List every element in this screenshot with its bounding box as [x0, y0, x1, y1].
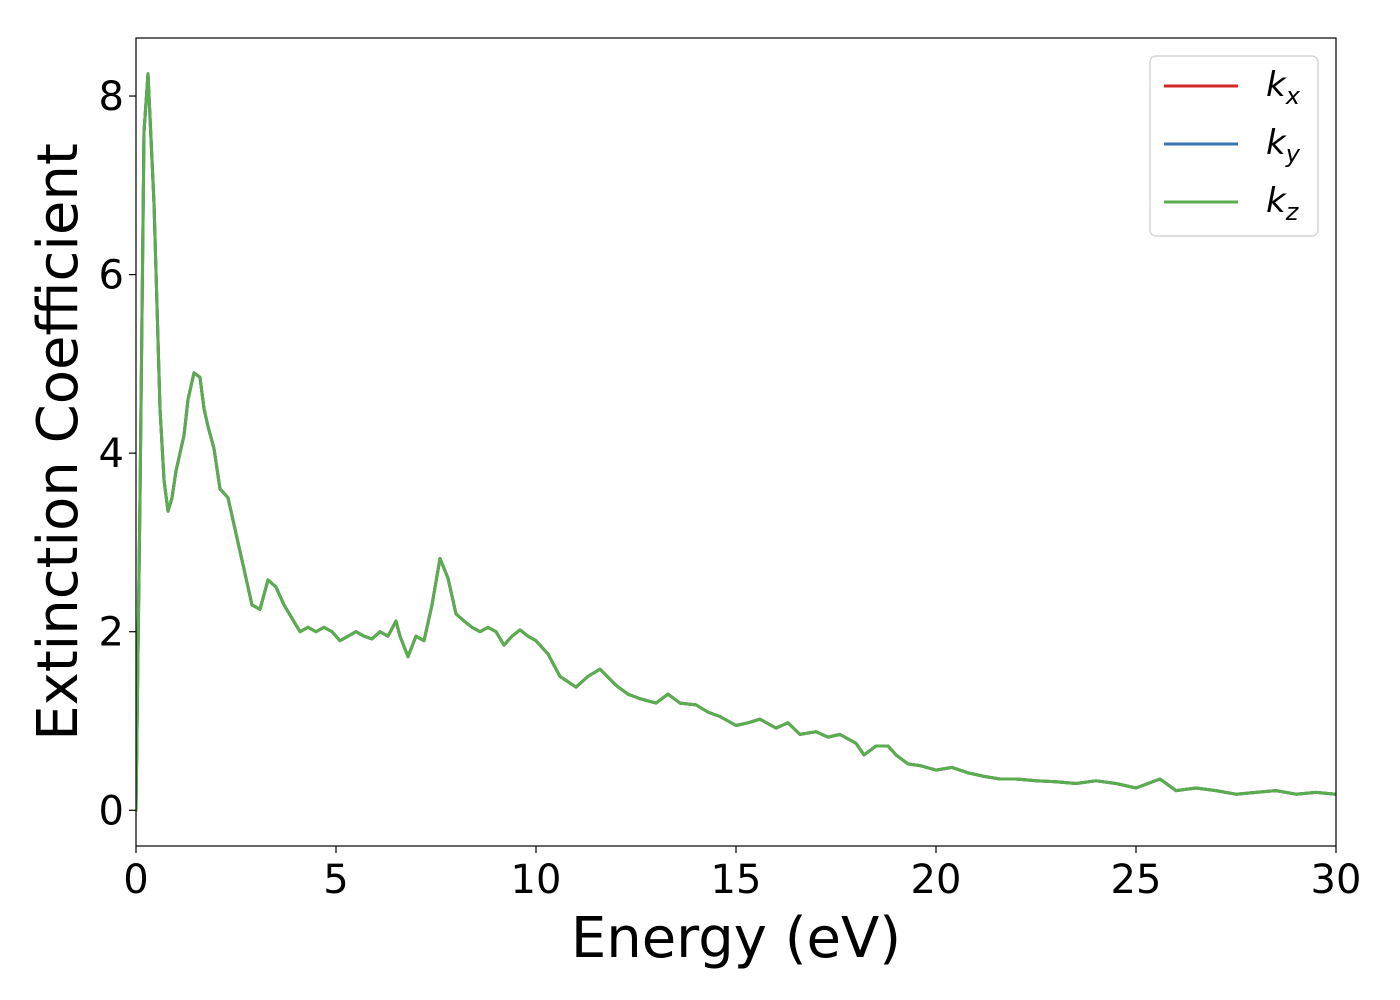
x-axis-ticks: 0 5 10 15 20 25 30: [123, 846, 1361, 903]
series-layer: [136, 72, 1336, 812]
x-tick-label: 20: [911, 857, 962, 903]
y-tick-label: 8: [99, 74, 124, 120]
legend-label-ky: ky: [1266, 123, 1301, 168]
x-tick-label: 0: [123, 857, 148, 903]
x-tick-label: 25: [1111, 857, 1162, 903]
x-tick-label: 10: [511, 857, 562, 903]
y-tick-label: 0: [99, 788, 124, 834]
legend-label-kx: kx: [1266, 65, 1301, 110]
y-tick-label: 2: [99, 610, 124, 656]
y-tick-label: 4: [99, 431, 124, 477]
x-tick-label: 5: [323, 857, 348, 903]
y-axis-ticks: 0 2 4 6 8: [99, 74, 136, 834]
series-line-kz: [136, 72, 1336, 812]
legend-box: [1149, 55, 1319, 237]
x-axis-title: Energy (eV): [571, 906, 901, 971]
x-tick-label: 30: [1311, 857, 1362, 903]
y-tick-label: 6: [99, 253, 124, 299]
x-tick-label: 15: [711, 857, 762, 903]
y-axis-title: Extinction Coefficient: [26, 143, 91, 741]
